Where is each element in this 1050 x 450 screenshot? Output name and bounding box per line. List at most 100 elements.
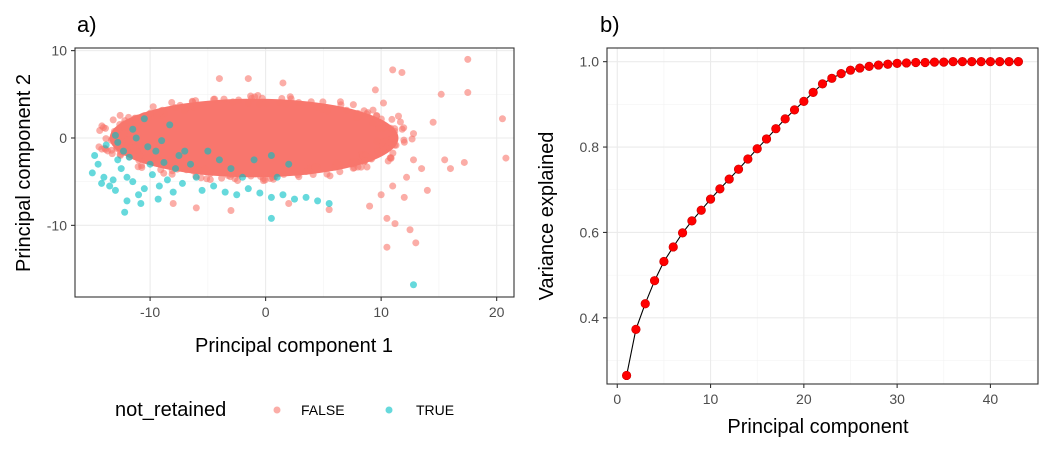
false-cloud-edge-point xyxy=(229,98,237,106)
false-cloud-edge-point xyxy=(364,109,372,117)
false-cloud-edge-point xyxy=(379,138,387,146)
false-cloud-edge-point xyxy=(116,120,124,128)
false-cloud-edge-point xyxy=(389,134,397,142)
true-point xyxy=(215,156,223,164)
true-point xyxy=(244,185,252,193)
true-point xyxy=(129,178,137,186)
y-tick-label: -10 xyxy=(47,217,67,233)
x-axis-title: Principal component xyxy=(727,416,909,438)
variance-point xyxy=(743,154,753,164)
false-cloud-edge-point xyxy=(218,174,226,182)
true-point xyxy=(187,160,195,168)
true-point xyxy=(114,156,122,164)
false-cloud-edge-point xyxy=(247,92,255,100)
false-cloud-edge-point xyxy=(408,135,416,143)
false-cloud-edge-point xyxy=(362,151,370,159)
true-point xyxy=(285,160,293,168)
scatter-grid xyxy=(75,48,514,297)
false-cloud-edge-point xyxy=(312,103,320,111)
false-cloud-edge-point xyxy=(235,96,243,104)
true-point xyxy=(158,137,166,145)
true-point xyxy=(169,188,177,196)
y-tick-label: 0.8 xyxy=(580,139,600,155)
false-cloud-edge-point xyxy=(307,98,315,106)
false-cloud-edge-point xyxy=(363,163,371,171)
true-point xyxy=(140,185,148,193)
variance-point xyxy=(967,57,977,67)
false-cloud-edge-point xyxy=(398,125,406,133)
variance-point xyxy=(939,57,949,67)
false-cloud-edge-point xyxy=(373,112,381,120)
variance-point xyxy=(827,73,837,83)
variance-point xyxy=(696,205,706,215)
x-tick-label: 40 xyxy=(983,391,999,407)
variance-point xyxy=(892,58,902,68)
true-point xyxy=(88,169,96,177)
true-point xyxy=(137,200,145,208)
false-cloud-edge-point xyxy=(379,124,387,132)
variance-point xyxy=(976,57,986,67)
true-point xyxy=(123,173,131,181)
line-grid xyxy=(607,48,1038,384)
false-point xyxy=(423,186,431,194)
false-cloud-edge-point xyxy=(159,106,167,114)
false-point xyxy=(371,86,379,94)
false-cloud-edge-point xyxy=(182,166,190,174)
false-point xyxy=(429,118,437,126)
true-point xyxy=(250,156,258,164)
true-point xyxy=(279,191,287,199)
true-point xyxy=(100,173,108,181)
true-point xyxy=(163,176,171,184)
true-point xyxy=(233,191,241,199)
true-point xyxy=(239,173,247,181)
false-point xyxy=(244,75,252,83)
variance-point xyxy=(920,57,930,68)
false-cloud-edge-point xyxy=(336,168,344,176)
false-point xyxy=(389,182,397,190)
true-point xyxy=(192,173,200,181)
false-point xyxy=(379,99,387,107)
true-point xyxy=(121,208,129,216)
variance-points xyxy=(621,57,1024,381)
false-cloud-edge-point xyxy=(157,166,165,174)
false-cloud-core xyxy=(109,98,399,178)
true-point xyxy=(267,193,275,201)
true-point xyxy=(267,214,275,222)
variance-point xyxy=(948,57,958,67)
y-axis-title: Variance explained xyxy=(536,132,558,301)
true-point xyxy=(106,182,114,190)
x-tick-label: 10 xyxy=(373,304,389,320)
x-tick-label: -10 xyxy=(140,304,160,320)
variance-point xyxy=(873,60,884,70)
false-point xyxy=(409,156,417,164)
false-cloud-edge-point xyxy=(391,141,399,149)
legend: not_retained FALSE TRUE xyxy=(115,399,454,421)
false-cloud-edge-point xyxy=(138,162,146,170)
variance-point xyxy=(761,134,772,144)
true-point xyxy=(160,158,168,166)
false-point xyxy=(279,79,287,87)
false-point xyxy=(389,66,397,74)
scatter-ticks: -10 0 10 20 -10 0 10 xyxy=(47,43,505,320)
false-cloud-edge-point xyxy=(302,168,310,176)
false-cloud-edge-point xyxy=(343,106,351,114)
variance-point xyxy=(995,57,1005,67)
true-point xyxy=(227,165,235,173)
true-point xyxy=(111,186,119,194)
panel-a-label: a) xyxy=(77,12,97,37)
false-cloud-edge-point xyxy=(247,172,255,180)
variance-point xyxy=(715,184,725,194)
false-cloud-edge-point xyxy=(352,158,360,166)
false-cloud-edge-point xyxy=(256,100,264,108)
false-cloud-edge-point xyxy=(96,126,104,134)
false-point xyxy=(383,243,391,251)
line-ticks: 0 10 20 30 40 0.4 0.6 0.8 1.0 xyxy=(580,54,999,407)
x-axis-title: Principal component 1 xyxy=(195,335,393,357)
variance-point xyxy=(631,324,641,334)
false-cloud-edge-point xyxy=(210,95,218,103)
false-series-cloud xyxy=(95,91,416,185)
false-point xyxy=(502,154,510,162)
false-cloud-edge-point xyxy=(244,99,252,107)
